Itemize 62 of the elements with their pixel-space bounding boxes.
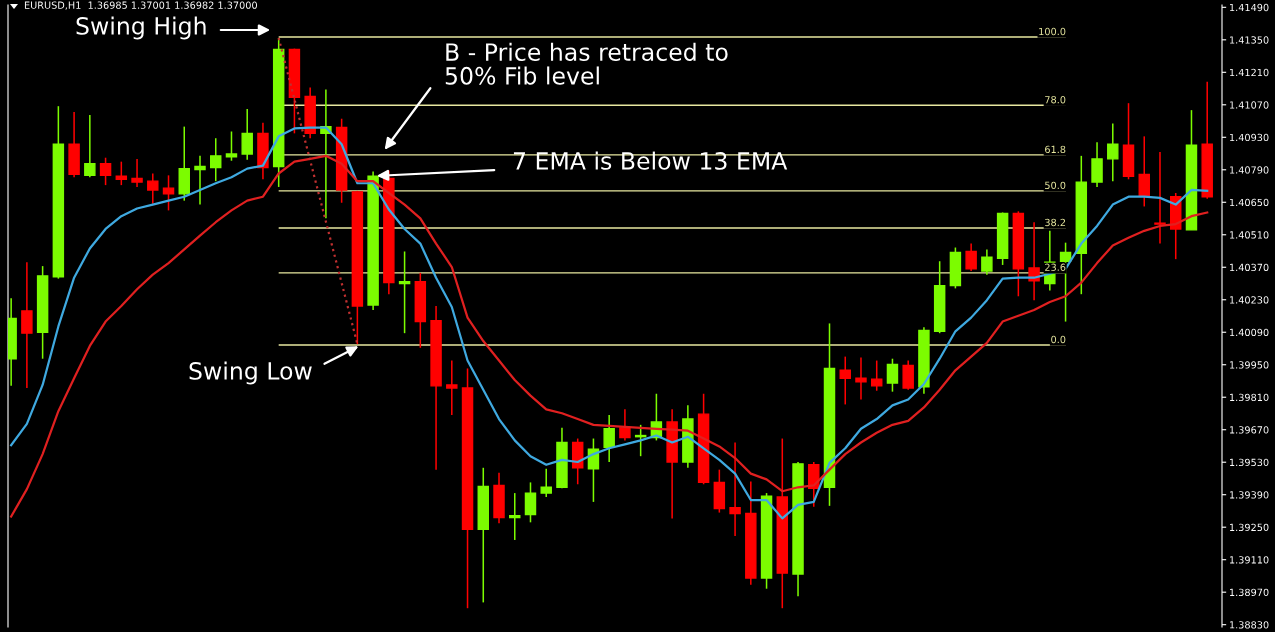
y-tick-label: 1.41070 xyxy=(1230,101,1269,109)
candlestick xyxy=(981,248,993,276)
y-tick-label: 1.40790 xyxy=(1230,166,1269,174)
y-tick-label: 1.39670 xyxy=(1230,426,1269,434)
y-tick-label: 1.39950 xyxy=(1230,361,1269,369)
annotation: 23.6 xyxy=(1045,263,1066,271)
chart-title: EURUSD,H1 1.36985 1.37001 1.36982 1.37000 xyxy=(24,1,257,10)
candlestick xyxy=(839,355,851,406)
candlestick xyxy=(619,408,631,442)
candlestick xyxy=(446,359,458,416)
y-tick-label: 1.39530 xyxy=(1230,458,1269,467)
annotation: Swing High xyxy=(76,16,206,40)
annotation: 50.0 xyxy=(1045,181,1066,190)
candlestick xyxy=(870,359,883,392)
candlestick xyxy=(1091,141,1103,188)
candlestick xyxy=(147,172,159,205)
y-tick-label: 1.39110 xyxy=(1230,556,1269,564)
y-tick-label: 1.39390 xyxy=(1230,491,1269,499)
annotation: 38.2 xyxy=(1045,218,1066,227)
annotation: B - Price has retraced to 50% Fib level xyxy=(445,42,728,85)
y-tick-label: 1.39250 xyxy=(1230,523,1269,532)
candlestick xyxy=(99,156,112,186)
candlestick xyxy=(540,467,552,498)
candlestick xyxy=(524,481,537,524)
candlestick xyxy=(225,130,238,162)
annotation: Swing Low xyxy=(189,361,312,385)
candlestick xyxy=(965,242,977,272)
y-tick-label: 1.41350 xyxy=(1230,36,1269,44)
annotation: 7 EMA is Below 13 EMA xyxy=(513,151,788,170)
candlestick xyxy=(509,492,521,541)
y-tick-label: 1.40650 xyxy=(1230,198,1269,207)
annotation: 100.0 xyxy=(1039,27,1066,36)
candlestick xyxy=(131,158,143,188)
candlestick xyxy=(194,155,206,206)
candlestick xyxy=(1138,135,1150,208)
annotation: 61.8 xyxy=(1045,145,1066,154)
candlestick xyxy=(729,441,741,537)
candlestick xyxy=(886,357,899,393)
y-tick-label: 1.38830 xyxy=(1230,621,1269,629)
candlestick xyxy=(84,114,96,178)
annotation: 78.0 xyxy=(1045,96,1066,104)
candlestick xyxy=(115,160,128,186)
candlestick xyxy=(241,108,253,161)
y-tick-label: 1.39810 xyxy=(1230,393,1269,402)
y-tick-label: 1.40510 xyxy=(1230,231,1269,239)
y-tick-label: 1.41490 xyxy=(1230,3,1269,12)
candlestick xyxy=(210,137,222,182)
y-tick-label: 1.40370 xyxy=(1230,263,1269,272)
candlestick xyxy=(1107,122,1119,182)
candlestick xyxy=(902,359,914,391)
candlestick xyxy=(1154,151,1166,245)
y-tick-label: 1.41210 xyxy=(1230,68,1269,77)
y-tick-label: 1.40230 xyxy=(1230,296,1269,304)
annotation: 0.0 xyxy=(1051,335,1066,344)
y-tick-label: 1.40090 xyxy=(1230,328,1269,337)
candlestick xyxy=(21,261,33,389)
candlestick xyxy=(398,250,411,334)
candlestick xyxy=(162,174,175,212)
candlestick xyxy=(855,356,867,401)
y-tick-label: 1.38970 xyxy=(1230,588,1269,597)
y-tick-label: 1.40930 xyxy=(1230,133,1269,142)
candlestick xyxy=(603,414,615,463)
